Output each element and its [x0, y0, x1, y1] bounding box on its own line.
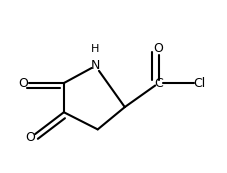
Text: Cl: Cl [193, 77, 205, 90]
Text: H: H [91, 44, 100, 54]
Text: O: O [25, 131, 35, 144]
Text: O: O [18, 77, 28, 90]
Text: N: N [91, 59, 100, 72]
Text: O: O [154, 42, 164, 55]
Text: C: C [154, 77, 163, 90]
